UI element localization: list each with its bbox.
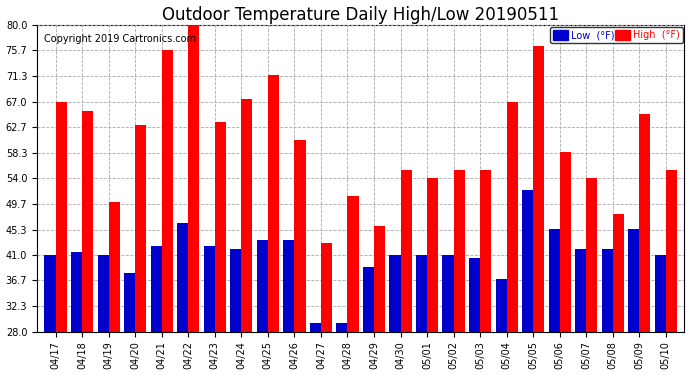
Bar xyxy=(549,228,560,332)
Legend: Low  (°F), High  (°F): Low (°F), High (°F) xyxy=(551,27,682,43)
Bar xyxy=(295,140,306,332)
Bar xyxy=(628,228,640,332)
Bar xyxy=(97,255,108,332)
Bar xyxy=(204,246,215,332)
Bar xyxy=(560,152,571,332)
Bar xyxy=(400,170,412,332)
Bar xyxy=(230,249,241,332)
Bar xyxy=(161,51,173,332)
Bar xyxy=(453,170,465,332)
Bar xyxy=(44,255,56,332)
Bar xyxy=(257,240,268,332)
Bar xyxy=(150,246,161,332)
Bar xyxy=(177,223,188,332)
Bar xyxy=(310,323,321,332)
Bar xyxy=(427,178,438,332)
Title: Outdoor Temperature Daily High/Low 20190511: Outdoor Temperature Daily High/Low 20190… xyxy=(162,6,560,24)
Bar xyxy=(495,279,506,332)
Bar xyxy=(522,190,533,332)
Bar xyxy=(416,255,427,332)
Bar xyxy=(575,249,586,332)
Bar xyxy=(188,22,199,332)
Bar xyxy=(374,226,385,332)
Bar xyxy=(135,125,146,332)
Bar xyxy=(268,75,279,332)
Bar xyxy=(348,196,359,332)
Bar xyxy=(82,111,93,332)
Bar xyxy=(124,273,135,332)
Bar xyxy=(284,240,295,332)
Bar xyxy=(613,214,624,332)
Bar xyxy=(71,252,82,332)
Bar xyxy=(363,267,374,332)
Bar xyxy=(655,255,666,332)
Bar xyxy=(602,249,613,332)
Bar xyxy=(321,243,332,332)
Bar xyxy=(586,178,598,332)
Bar xyxy=(666,170,677,332)
Bar xyxy=(640,114,651,332)
Bar xyxy=(506,102,518,332)
Bar xyxy=(442,255,453,332)
Text: Copyright 2019 Cartronics.com: Copyright 2019 Cartronics.com xyxy=(43,34,195,44)
Bar xyxy=(389,255,400,332)
Bar xyxy=(108,202,120,332)
Bar xyxy=(215,122,226,332)
Bar xyxy=(336,323,348,332)
Bar xyxy=(56,102,67,332)
Bar xyxy=(480,170,491,332)
Bar xyxy=(533,46,544,332)
Bar xyxy=(469,258,480,332)
Bar xyxy=(241,99,253,332)
